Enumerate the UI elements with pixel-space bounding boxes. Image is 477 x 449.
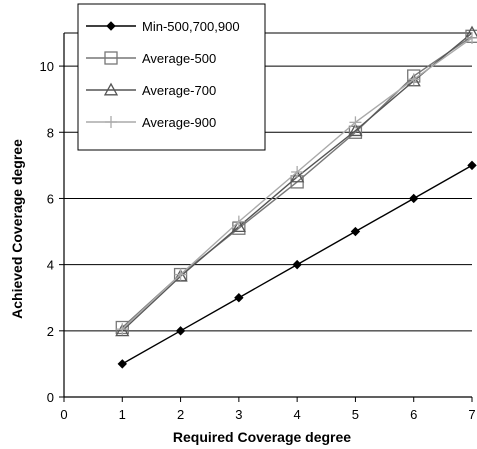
legend-marker: [106, 21, 116, 31]
series-1: [117, 160, 477, 369]
y-tick-label: 4: [47, 258, 54, 273]
data-point-marker: [231, 219, 246, 233]
data-point-marker: [116, 323, 129, 336]
data-point-marker: [290, 169, 305, 183]
legend-entry: Average-700: [86, 82, 216, 98]
y-axis-title: Achieved Coverage degree: [9, 139, 25, 319]
x-tick-label: 6: [410, 407, 417, 422]
data-point-marker: [467, 160, 477, 171]
data-point-marker: [232, 215, 245, 228]
y-tick-label: 8: [47, 125, 54, 140]
data-point-marker: [466, 31, 477, 44]
data-point-marker: [234, 293, 244, 303]
x-tick-label: 3: [235, 407, 242, 422]
data-point-marker: [292, 259, 302, 270]
legend-entry: Average-500: [86, 51, 216, 66]
x-axis-title: Required Coverage degree: [173, 429, 351, 445]
legend-marker: [105, 116, 117, 128]
series-4: [116, 31, 477, 336]
legend: Min-500,700,900 Average-500 Average-700 Ave…: [77, 3, 266, 151]
y-tick-label: 0: [47, 390, 54, 405]
legend-entry: Min-500,700,900: [86, 19, 240, 34]
data-point-marker: [349, 116, 362, 129]
x-tick-label: 0: [60, 407, 67, 422]
data-point-marker: [173, 268, 188, 282]
y-tick-label: 10: [40, 59, 54, 74]
y-tick-label: 6: [47, 191, 54, 206]
data-point-marker: [291, 165, 304, 178]
data-point-marker: [407, 73, 420, 86]
legend-label: Min-500,700,900: [142, 19, 240, 34]
series-group: [115, 25, 477, 369]
tick-labels: 0 2 4 6 8 10 0 1 2 3 4 5 6 7: [40, 59, 476, 422]
x-tick-label: 7: [468, 407, 475, 422]
y-tick-label: 2: [47, 324, 54, 339]
x-tick-label: 5: [352, 407, 359, 422]
x-tick-label: 1: [119, 407, 126, 422]
legend-label: Average-700: [142, 83, 216, 98]
data-point-marker: [350, 226, 361, 237]
data-point-marker: [406, 73, 421, 87]
data-point-marker: [409, 193, 419, 204]
legend-marker: [103, 82, 119, 96]
data-point-marker: [115, 323, 130, 337]
legend-entry: Average-900: [86, 115, 216, 130]
data-point-marker: [117, 359, 127, 369]
data-point-marker: [175, 326, 186, 336]
legend-label: Average-900: [142, 115, 216, 130]
data-point-marker: [348, 123, 363, 137]
axes: [59, 33, 473, 402]
legend-label: Average-500: [142, 51, 216, 66]
x-tick-label: 4: [294, 407, 301, 422]
x-tick-label: 2: [177, 407, 184, 422]
data-point-marker: [174, 268, 187, 281]
legend-marker: [104, 51, 118, 65]
